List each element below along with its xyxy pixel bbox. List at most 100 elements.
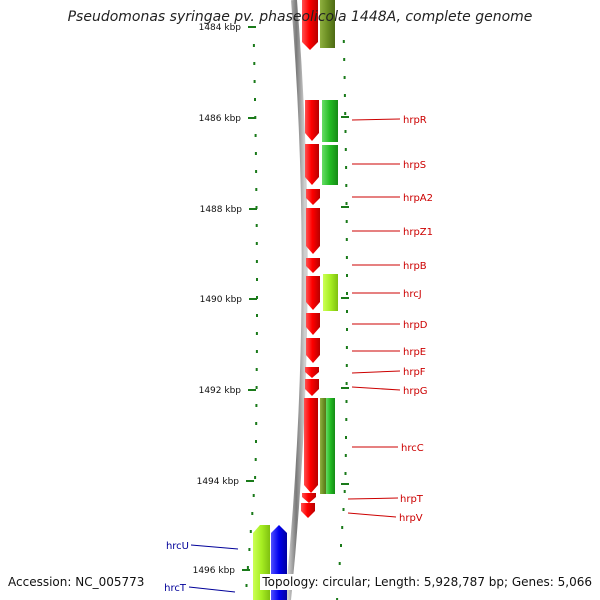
label-leaders	[347, 118, 401, 518]
track-dot	[341, 526, 344, 529]
gene-hrpD[interactable]	[306, 313, 320, 335]
ruler-label-1488: 1488 kbp	[200, 205, 243, 215]
gene-green-2	[322, 145, 338, 185]
gene-green-3	[326, 398, 335, 494]
ruler-dot	[252, 44, 255, 47]
label-hrcC[interactable]: hrcC	[401, 443, 424, 454]
track-dot	[342, 508, 345, 511]
label-hrpE[interactable]: hrpE	[403, 347, 426, 358]
label-hrpF[interactable]: hrpF	[403, 367, 426, 378]
gene-hrpA2[interactable]	[306, 189, 320, 205]
label-hrcT[interactable]: hrcT	[164, 583, 187, 594]
gene-hrpS[interactable]	[305, 144, 319, 185]
gene-labels: hrpR hrpS hrpA2 hrpZ1 hrpB hrcJ hrpD hrp…	[164, 115, 433, 594]
track-dot	[344, 112, 347, 115]
label-hrpD[interactable]: hrpD	[403, 320, 428, 331]
ruler-dot	[251, 512, 254, 515]
ruler-dot	[246, 566, 249, 569]
ruler-label-1486: 1486 kbp	[199, 114, 242, 124]
gene-hrpZ1[interactable]	[306, 208, 320, 254]
ruler-dot	[253, 80, 256, 83]
gene-hrpT[interactable]	[302, 493, 316, 503]
label-hrpS[interactable]: hrpS	[403, 160, 426, 171]
gene-lime-1	[323, 274, 338, 311]
label-hrpZ1[interactable]: hrpZ1	[403, 227, 433, 238]
genome-summary-text: Topology: circular; Length: 5,928,787 bp…	[260, 574, 594, 590]
gene-hrpE[interactable]	[306, 338, 320, 363]
ruler-dot	[255, 260, 258, 263]
ruler-dot	[255, 350, 258, 353]
track-dot	[346, 292, 348, 295]
ruler-dot	[255, 224, 258, 227]
gene-hrpB[interactable]	[306, 258, 320, 273]
track-dot	[345, 436, 347, 439]
ruler-dot	[256, 296, 258, 299]
ruler-dot	[256, 278, 258, 281]
label-hrpA2[interactable]: hrpA2	[403, 193, 433, 204]
ruler-dot	[255, 404, 258, 407]
ruler-dot	[248, 548, 251, 551]
gene-hrpR[interactable]	[305, 100, 319, 141]
track-dot	[343, 58, 346, 61]
label-hrpT[interactable]: hrpT	[400, 494, 424, 505]
label-hrpG[interactable]: hrpG	[403, 386, 428, 397]
gene-hrpV[interactable]	[301, 503, 315, 518]
ruler-dots	[245, 44, 258, 587]
ruler-ticks: 1484 kbp 1486 kbp 1488 kbp 1490 kbp 1492…	[193, 23, 257, 576]
track-dot	[345, 238, 348, 241]
gene-hrpG[interactable]	[305, 379, 319, 396]
track-dot	[346, 310, 348, 313]
track-dot	[343, 490, 346, 493]
ruler-dot	[255, 368, 258, 371]
ruler-dot	[252, 494, 255, 497]
label-hrpV[interactable]: hrpV	[399, 513, 423, 524]
ruler-dot	[249, 530, 252, 533]
track-dot	[345, 184, 348, 187]
track-dot	[344, 472, 347, 475]
track-dot	[345, 364, 348, 367]
ruler-dot	[254, 98, 256, 101]
ruler-dot	[255, 440, 257, 443]
gene-hrpF[interactable]	[305, 367, 319, 378]
track-dot	[345, 382, 348, 385]
ruler-dot	[255, 422, 258, 425]
ruler-label-1492: 1492 kbp	[199, 386, 242, 396]
label-leaders-blue	[188, 544, 239, 593]
ruler-label-1490: 1490 kbp	[200, 295, 243, 305]
track-dot	[345, 166, 348, 169]
track-dot	[344, 148, 347, 151]
ruler-label-1484: 1484 kbp	[199, 23, 242, 33]
label-hrcJ[interactable]: hrcJ	[403, 289, 422, 300]
track-dot	[342, 40, 345, 43]
ruler-label-1494: 1494 kbp	[197, 477, 240, 487]
gene-red-top	[302, 0, 318, 50]
ruler-label-1496: 1496 kbp	[193, 566, 236, 576]
ruler-dot	[256, 314, 258, 317]
gene-hrcC[interactable]	[304, 398, 318, 493]
gene-olive-2	[320, 398, 327, 494]
chromosome-backbone	[285, 0, 308, 600]
track-dot	[344, 454, 347, 457]
track-dot	[345, 256, 348, 259]
ruler-dot	[255, 242, 258, 245]
ruler-dot	[254, 134, 257, 137]
track-dot	[336, 598, 339, 600]
track-dot	[345, 346, 348, 349]
track-dot	[345, 400, 348, 403]
track-dot	[338, 562, 341, 565]
label-hrcU[interactable]: hrcU	[166, 541, 189, 552]
outer-track-dots	[336, 40, 349, 600]
ruler-dot	[255, 170, 258, 173]
label-hrpR[interactable]: hrpR	[403, 115, 427, 126]
gene-hrcJ[interactable]	[306, 276, 320, 310]
label-hrpB[interactable]: hrpB	[403, 261, 427, 272]
track-dot	[340, 544, 342, 547]
ruler-dot	[254, 476, 257, 479]
track-dot	[345, 220, 348, 223]
track-dot	[344, 130, 347, 133]
ruler-dot	[255, 206, 258, 209]
gene-olive-top	[320, 0, 335, 48]
ruler-dot	[245, 584, 248, 587]
track-dot	[346, 328, 348, 331]
ruler-dot	[255, 386, 258, 389]
